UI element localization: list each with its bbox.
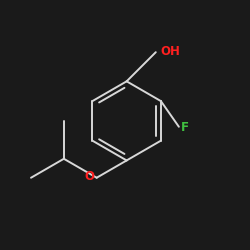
Text: OH: OH — [161, 45, 180, 58]
Text: F: F — [180, 121, 188, 134]
Text: O: O — [84, 170, 94, 183]
